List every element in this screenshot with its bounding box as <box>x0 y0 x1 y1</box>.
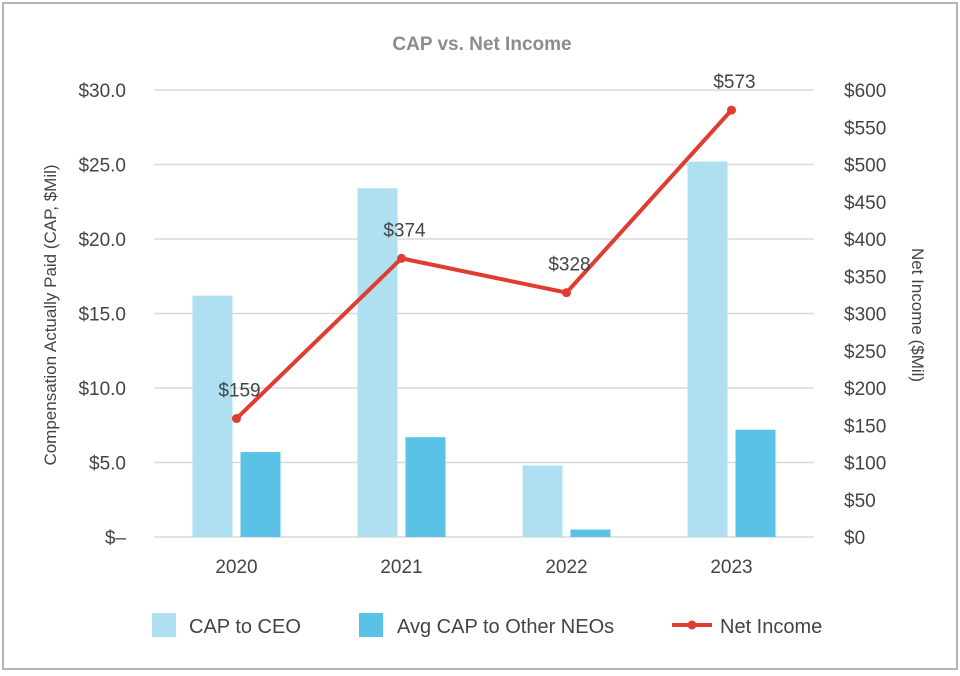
y2-tick-label: $400 <box>844 230 886 251</box>
y2-tick-label: $100 <box>844 454 886 475</box>
y2-tick-label: $600 <box>844 81 886 102</box>
y2-tick-label: $200 <box>844 379 886 400</box>
cap-vs-net-income-chart: $– $5.0 $10.0 $15.0 $20.0 $25.0 $30.0 $0 $50 $100… <box>41 34 927 638</box>
legend-label: Avg CAP to Other NEOs <box>397 616 614 638</box>
y-tick-label: $25.0 <box>78 156 126 177</box>
y-tick-label: $5.0 <box>89 454 126 475</box>
legend-label: CAP to CEO <box>189 616 301 638</box>
y2-tick-label: $150 <box>844 416 886 437</box>
y-tick-label: $20.0 <box>78 230 126 251</box>
legend-label: Net Income <box>720 616 822 638</box>
bar-cap-to-ceo <box>522 465 563 537</box>
y2-axis-label: Net Income ($Mil) <box>908 248 927 382</box>
net-income-data-label: $374 <box>383 220 426 241</box>
net-income-data-label: $159 <box>218 381 260 402</box>
net-income-point <box>232 414 241 424</box>
y2-tick-label: $250 <box>844 342 886 363</box>
x-tick-label: 2022 <box>545 557 587 578</box>
bar-cap-to-ceo <box>357 188 398 537</box>
y-tick-label: $30.0 <box>78 81 126 102</box>
net-income-data-label: $573 <box>713 72 755 93</box>
y2-tick-label: $350 <box>844 267 886 288</box>
y-tick-label: $15.0 <box>78 305 126 326</box>
y2-tick-label: $0 <box>844 528 865 549</box>
y2-tick-label: $500 <box>844 156 886 177</box>
y2-tick-label: $300 <box>844 305 886 326</box>
net-income-point <box>562 288 571 298</box>
bar-cap-to-ceo <box>192 295 233 537</box>
y2-tick-label: $450 <box>844 193 886 214</box>
y-axis-label: Compensation Actually Paid (CAP, $Mil) <box>41 164 60 465</box>
y-tick-label: $10.0 <box>78 379 126 400</box>
x-tick-label: 2023 <box>710 557 752 578</box>
net-income-data-label: $328 <box>548 255 590 276</box>
bar-cap-to-ceo <box>687 161 728 537</box>
legend-swatch <box>359 613 383 637</box>
x-tick-label: 2021 <box>380 557 422 578</box>
net-income-point <box>397 253 406 263</box>
y2-tick-label: $50 <box>844 491 876 512</box>
chart-title: CAP vs. Net Income <box>392 34 571 55</box>
x-tick-label: 2020 <box>215 557 257 578</box>
bar-avg-cap-to-other-neos <box>570 529 611 537</box>
y-tick-label: $– <box>105 528 127 549</box>
bar-avg-cap-to-other-neos <box>735 429 776 537</box>
legend-swatch <box>152 613 176 637</box>
bar-avg-cap-to-other-neos <box>405 437 446 537</box>
net-income-point <box>727 105 736 115</box>
net-income-line <box>235 108 733 420</box>
bar-avg-cap-to-other-neos <box>240 452 281 537</box>
y2-tick-label: $550 <box>844 118 886 139</box>
legend-line-marker <box>687 620 697 630</box>
